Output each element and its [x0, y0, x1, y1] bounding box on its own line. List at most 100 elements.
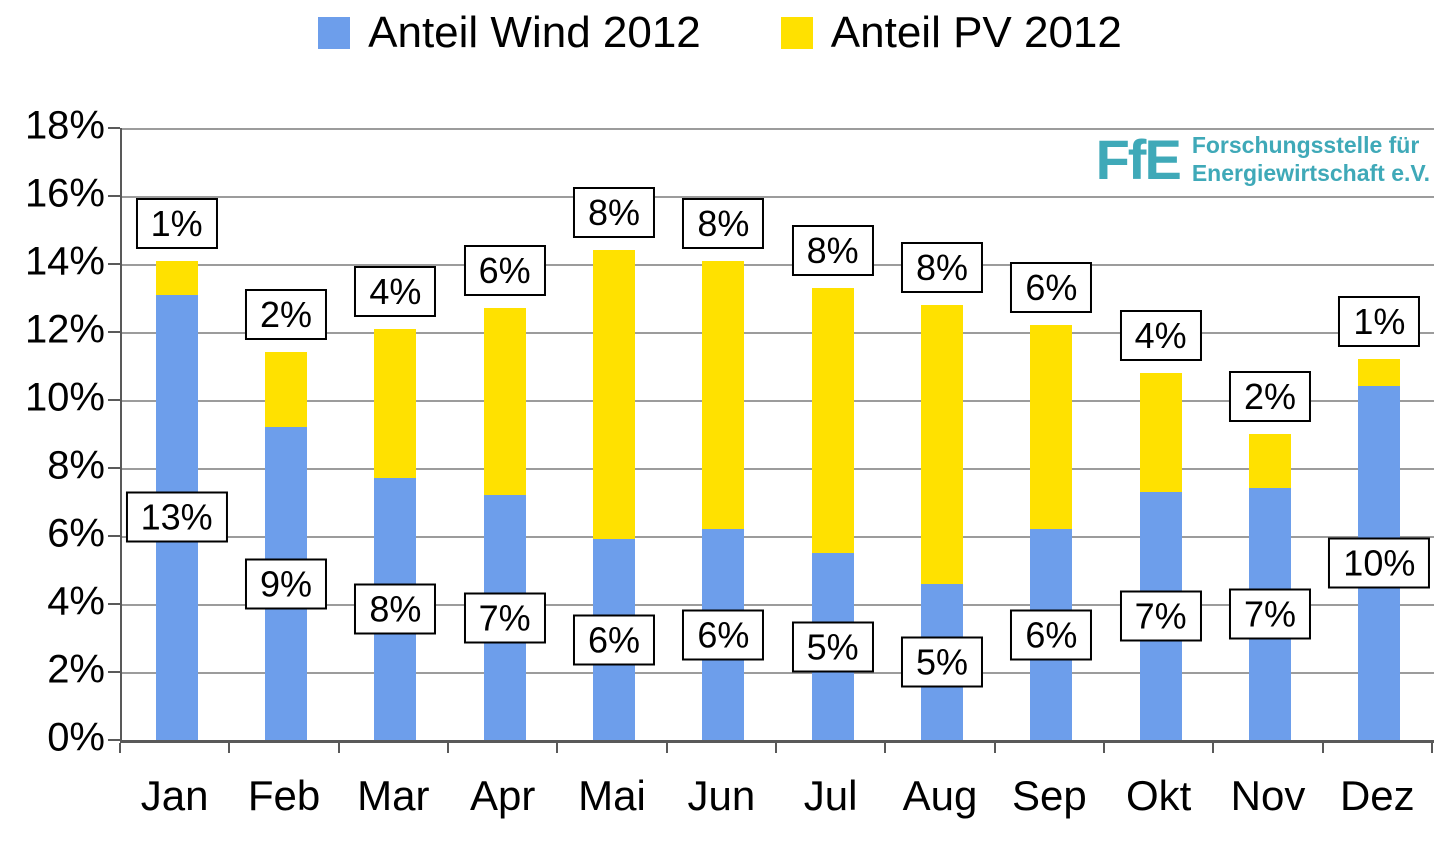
y-axis-label: 2% — [47, 647, 105, 692]
x-axis-label-Okt: Okt — [1125, 772, 1192, 819]
ffe-logo-text: Forschungsstelle für Energiewirtschaft e… — [1192, 132, 1430, 187]
data-label-pv-Jul: 8% — [791, 224, 874, 276]
legend-item-wind: Anteil Wind 2012 — [318, 8, 701, 58]
x-axis-tick — [447, 743, 449, 753]
y-axis-tick — [108, 467, 120, 469]
y-axis-label: 8% — [47, 443, 105, 488]
y-axis-label: 0% — [47, 715, 105, 760]
x-axis-label-Sep: Sep — [1011, 772, 1087, 819]
data-label-wind-Nov: 7% — [1228, 588, 1312, 640]
x-axis-tick — [665, 743, 668, 753]
x-axis-label-Jan: Jan — [140, 772, 209, 819]
bar-segment-pv-Okt — [1139, 372, 1182, 492]
bar-segment-pv-Jul — [811, 287, 854, 553]
y-axis-tick — [108, 127, 120, 129]
y-axis-label: 12% — [24, 307, 105, 352]
legend-item-pv: Anteil PV 2012 — [780, 8, 1122, 58]
x-axis-tick — [993, 743, 996, 753]
bar-segment-pv-Feb — [265, 352, 307, 428]
x-axis-label-Jul: Jul — [803, 772, 858, 819]
x-axis-tick — [337, 743, 340, 753]
data-label-wind-Jul: 5% — [791, 621, 874, 672]
x-axis-tick — [775, 743, 777, 753]
gridline — [122, 400, 1434, 402]
x-axis-label-Feb: Feb — [247, 772, 321, 819]
data-label-wind-Mai: 6% — [572, 614, 656, 666]
bar-segment-pv-Jun — [702, 260, 745, 530]
gridline — [122, 468, 1434, 470]
x-axis-tick — [1212, 743, 1215, 753]
y-axis-tick — [108, 331, 120, 333]
y-axis-label: 10% — [24, 375, 105, 420]
x-axis-label-Mai: Mai — [578, 772, 646, 819]
data-label-wind-Sep: 6% — [1010, 609, 1093, 661]
data-label-wind-Apr: 7% — [463, 592, 546, 644]
data-label-wind-Feb: 9% — [244, 558, 328, 610]
y-axis-tick — [108, 739, 120, 741]
y-axis-tick — [108, 195, 120, 197]
x-axis-tick — [556, 743, 559, 753]
x-axis-tick — [119, 743, 121, 753]
y-axis-label: 4% — [47, 579, 105, 624]
gridline — [122, 672, 1434, 674]
x-axis-tick — [1321, 743, 1324, 753]
y-axis-tick — [108, 263, 120, 265]
ffe-logo-mark: FfE — [1095, 128, 1182, 191]
bar-segment-pv-Jan — [155, 260, 198, 295]
y-axis-tick — [108, 603, 120, 605]
bar-segment-pv-Dez — [1358, 359, 1401, 387]
x-axis-label-Dez: Dez — [1339, 772, 1415, 819]
legend-swatch-pv — [780, 17, 813, 49]
gridline — [122, 332, 1434, 334]
data-label-wind-Jun: 6% — [682, 609, 765, 661]
x-axis-tick — [1103, 743, 1105, 753]
gridline — [122, 536, 1434, 538]
logo-line2: Energiewirtschaft e.V. — [1191, 160, 1430, 186]
data-label-wind-Jan: 13% — [125, 491, 228, 543]
x-axis-tick — [228, 743, 231, 753]
data-label-pv-Sep: 6% — [1010, 262, 1093, 314]
gridline — [122, 128, 1434, 130]
data-label-wind-Mar: 8% — [354, 583, 437, 635]
y-axis-tick — [108, 399, 120, 401]
legend-label-pv: Anteil PV 2012 — [830, 8, 1122, 57]
bar-segment-pv-Mai — [593, 250, 635, 540]
data-label-wind-Okt: 7% — [1119, 590, 1202, 642]
x-axis-label-Nov: Nov — [1230, 772, 1306, 819]
x-axis-label-Mar: Mar — [357, 772, 430, 819]
y-axis-label: 18% — [24, 103, 105, 148]
ffe-logo: FfE Forschungsstelle für Energiewirtscha… — [1096, 132, 1430, 188]
plot-area: FfE Forschungsstelle für Energiewirtscha… — [120, 128, 1434, 743]
data-label-pv-Dez: 1% — [1338, 296, 1421, 348]
chart-legend: Anteil Wind 2012 Anteil PV 2012 — [0, 8, 1440, 58]
bar-segment-pv-Nov — [1249, 434, 1291, 489]
data-label-wind-Dez: 10% — [1328, 537, 1431, 589]
gridline — [122, 604, 1434, 606]
x-axis-tick — [1431, 743, 1433, 753]
gridline — [122, 264, 1434, 266]
bar-segment-pv-Apr — [483, 308, 526, 496]
data-label-pv-Jun: 8% — [682, 197, 765, 249]
data-label-pv-Nov: 2% — [1228, 371, 1312, 422]
data-label-pv-Mar: 4% — [354, 265, 437, 317]
bar-segment-pv-Mar — [374, 328, 417, 479]
y-axis-label: 16% — [24, 171, 105, 216]
data-label-wind-Aug: 5% — [900, 636, 984, 688]
data-label-pv-Okt: 4% — [1119, 309, 1202, 361]
y-axis-tick — [108, 535, 120, 537]
x-axis-tick — [884, 743, 887, 753]
gridline — [122, 196, 1434, 198]
bar-segment-pv-Sep — [1030, 325, 1073, 530]
y-axis-label: 14% — [24, 239, 105, 284]
data-label-pv-Jan: 1% — [135, 197, 218, 249]
data-label-pv-Feb: 2% — [244, 289, 328, 341]
logo-line1: Forschungsstelle für — [1191, 132, 1420, 159]
legend-label-wind: Anteil Wind 2012 — [368, 8, 701, 57]
bar-segment-pv-Aug — [921, 304, 963, 584]
x-axis-label-Aug: Aug — [902, 772, 978, 819]
data-label-pv-Aug: 8% — [900, 241, 984, 293]
y-axis-label: 6% — [47, 511, 105, 556]
y-axis-tick — [108, 671, 120, 673]
x-axis-label-Jun: Jun — [687, 772, 756, 819]
